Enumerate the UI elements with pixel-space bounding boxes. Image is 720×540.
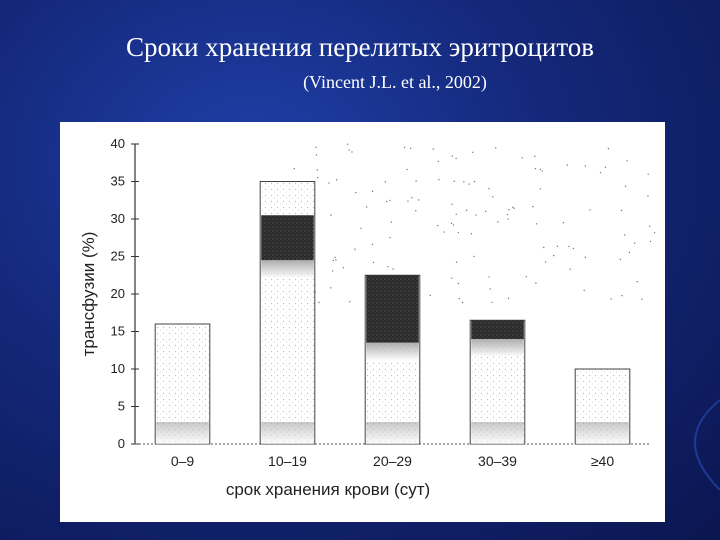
x-tick-label: ≥40	[591, 453, 614, 469]
bar-chart: 0 5 10 15 20 25 30 35 40 0–9 10–19 20–29 30–39 ≥40 тр…	[79, 136, 656, 499]
bar-band-fade	[366, 342, 419, 361]
bar-band-fade	[471, 339, 524, 357]
y-axis-title: трансфузии (%)	[79, 232, 98, 357]
scan-noise	[286, 143, 656, 304]
bar-base-shading	[156, 422, 209, 444]
chart-card: 0 5 10 15 20 25 30 35 40 0–9 10–19 20–29 30–39 ≥40 тр…	[60, 122, 665, 522]
bar-dark-band	[366, 275, 419, 343]
slide-title: Сроки хранения перелитых эритроцитов	[125, 32, 595, 62]
y-tick-label: 15	[111, 324, 125, 339]
y-tick-label: 40	[111, 136, 125, 151]
bar-dark-band	[471, 320, 524, 339]
bar-dark-band	[261, 215, 314, 261]
bar-base-shading	[576, 422, 629, 444]
decorative-curve	[694, 399, 720, 491]
y-tick-label: 25	[111, 249, 125, 264]
bar-base-shading	[366, 422, 419, 444]
slide-subtitle: (Vincent J.L. et al., 2002)	[303, 72, 487, 92]
x-tick-label: 30–39	[478, 453, 517, 469]
y-tick-label: 20	[111, 286, 125, 301]
bar-band-fade	[261, 260, 314, 279]
bar-base-shading	[261, 422, 314, 444]
y-tick-label: 10	[111, 361, 125, 376]
y-tick-label: 0	[118, 436, 125, 451]
x-axis-title: срок хранения крови (сут)	[226, 480, 430, 499]
x-tick-label: 0–9	[171, 453, 195, 469]
y-tick-label: 5	[118, 399, 125, 414]
x-tick-label: 10–19	[268, 453, 307, 469]
bar-base-shading	[471, 422, 524, 444]
y-tick-label: 30	[111, 211, 125, 226]
y-tick-label: 35	[111, 174, 125, 189]
x-tick-label: 20–29	[373, 453, 412, 469]
